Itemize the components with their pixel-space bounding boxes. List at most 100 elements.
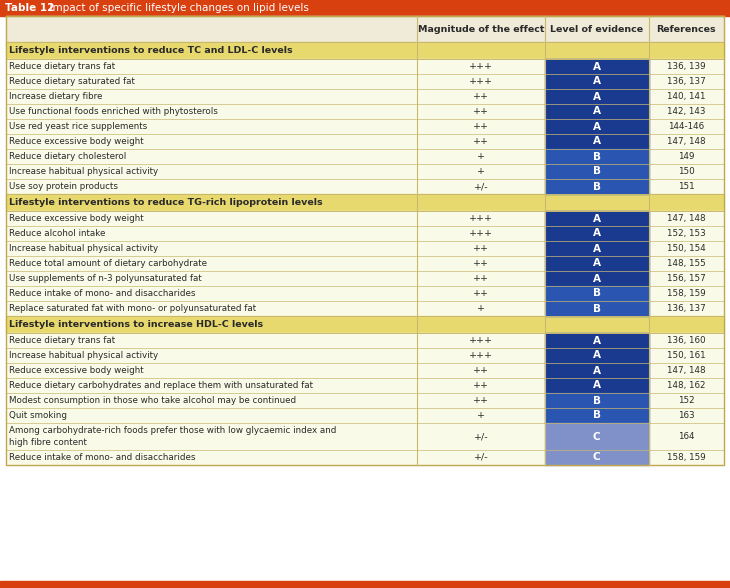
Text: ++: ++ bbox=[473, 137, 489, 146]
Bar bbox=[6, 59, 724, 74]
Text: ++: ++ bbox=[473, 289, 489, 298]
Bar bbox=[545, 74, 649, 89]
Text: Reduce total amount of dietary carbohydrate: Reduce total amount of dietary carbohydr… bbox=[9, 259, 207, 268]
Bar bbox=[545, 241, 649, 256]
Text: +++: +++ bbox=[469, 351, 493, 360]
Text: 152: 152 bbox=[678, 396, 695, 405]
Text: 136, 137: 136, 137 bbox=[667, 77, 706, 86]
Text: References: References bbox=[656, 25, 716, 34]
Bar bbox=[6, 149, 724, 164]
Text: Lifestyle interventions to reduce TG-rich lipoprotein levels: Lifestyle interventions to reduce TG-ric… bbox=[9, 198, 323, 207]
Bar bbox=[6, 194, 724, 211]
Bar bbox=[6, 104, 724, 119]
Text: 144-146: 144-146 bbox=[668, 122, 704, 131]
Text: +++: +++ bbox=[469, 229, 493, 238]
Text: +++: +++ bbox=[469, 77, 493, 86]
Bar bbox=[545, 450, 649, 465]
Text: 156, 157: 156, 157 bbox=[667, 274, 706, 283]
Text: B: B bbox=[593, 182, 601, 192]
Bar bbox=[545, 119, 649, 134]
Text: 147, 148: 147, 148 bbox=[667, 214, 706, 223]
Text: Lifestyle interventions to reduce TC and LDL-C levels: Lifestyle interventions to reduce TC and… bbox=[9, 46, 293, 55]
Text: Increase habitual physical activity: Increase habitual physical activity bbox=[9, 351, 158, 360]
Text: +++: +++ bbox=[469, 214, 493, 223]
Text: 142, 143: 142, 143 bbox=[667, 107, 706, 116]
Bar bbox=[6, 134, 724, 149]
Text: +/-: +/- bbox=[474, 182, 488, 191]
Text: 158, 159: 158, 159 bbox=[667, 453, 706, 462]
Bar bbox=[6, 89, 724, 104]
Text: Increase habitual physical activity: Increase habitual physical activity bbox=[9, 167, 158, 176]
Bar bbox=[6, 363, 724, 378]
Text: ++: ++ bbox=[473, 274, 489, 283]
Bar bbox=[545, 89, 649, 104]
Text: ++: ++ bbox=[473, 107, 489, 116]
Bar bbox=[545, 256, 649, 271]
Bar bbox=[6, 333, 724, 348]
Bar bbox=[6, 164, 724, 179]
Text: Reduce dietary trans fat: Reduce dietary trans fat bbox=[9, 62, 115, 71]
Text: A: A bbox=[593, 243, 601, 253]
Text: B: B bbox=[593, 410, 601, 420]
Text: ++: ++ bbox=[473, 396, 489, 405]
Bar bbox=[6, 119, 724, 134]
Bar bbox=[545, 423, 649, 450]
Text: Reduce dietary carbohydrates and replace them with unsaturated fat: Reduce dietary carbohydrates and replace… bbox=[9, 381, 313, 390]
Text: Increase habitual physical activity: Increase habitual physical activity bbox=[9, 244, 158, 253]
Bar bbox=[545, 211, 649, 226]
Text: 140, 141: 140, 141 bbox=[667, 92, 706, 101]
Text: 150: 150 bbox=[678, 167, 695, 176]
Bar bbox=[6, 393, 724, 408]
Bar bbox=[545, 378, 649, 393]
Text: A: A bbox=[593, 62, 601, 72]
Text: Replace saturated fat with mono- or polyunsaturated fat: Replace saturated fat with mono- or poly… bbox=[9, 304, 256, 313]
Text: 164: 164 bbox=[678, 432, 694, 441]
Bar bbox=[545, 164, 649, 179]
Text: Use functional foods enriched with phytosterols: Use functional foods enriched with phyto… bbox=[9, 107, 218, 116]
Bar bbox=[6, 316, 724, 333]
Text: A: A bbox=[593, 350, 601, 360]
Bar bbox=[545, 333, 649, 348]
Bar bbox=[545, 393, 649, 408]
Bar bbox=[6, 408, 724, 423]
Bar bbox=[6, 16, 724, 42]
Text: 163: 163 bbox=[678, 411, 695, 420]
Bar bbox=[545, 179, 649, 194]
Text: Reduce intake of mono- and disaccharides: Reduce intake of mono- and disaccharides bbox=[9, 453, 196, 462]
Text: +: + bbox=[477, 167, 485, 176]
Bar bbox=[6, 241, 724, 256]
Text: 147, 148: 147, 148 bbox=[667, 366, 706, 375]
Bar bbox=[545, 149, 649, 164]
Bar bbox=[6, 348, 724, 363]
Text: A: A bbox=[593, 273, 601, 283]
Text: ++: ++ bbox=[473, 366, 489, 375]
Text: Among carbohydrate-rich foods prefer those with low glycaemic index and
high fib: Among carbohydrate-rich foods prefer tho… bbox=[9, 426, 337, 447]
Text: 136, 137: 136, 137 bbox=[667, 304, 706, 313]
Text: C: C bbox=[593, 453, 600, 463]
Text: Use soy protein products: Use soy protein products bbox=[9, 182, 118, 191]
Bar bbox=[545, 348, 649, 363]
Bar bbox=[6, 271, 724, 286]
Text: +++: +++ bbox=[469, 62, 493, 71]
Text: Level of evidence: Level of evidence bbox=[550, 25, 643, 34]
Text: +: + bbox=[477, 411, 485, 420]
Text: Reduce excessive body weight: Reduce excessive body weight bbox=[9, 137, 144, 146]
Text: 151: 151 bbox=[678, 182, 695, 191]
Text: A: A bbox=[593, 380, 601, 390]
Text: A: A bbox=[593, 76, 601, 86]
Text: 150, 154: 150, 154 bbox=[667, 244, 706, 253]
Text: Reduce dietary trans fat: Reduce dietary trans fat bbox=[9, 336, 115, 345]
Text: B: B bbox=[593, 166, 601, 176]
Text: A: A bbox=[593, 122, 601, 132]
Text: Reduce alcohol intake: Reduce alcohol intake bbox=[9, 229, 105, 238]
Bar bbox=[545, 134, 649, 149]
Text: +/-: +/- bbox=[474, 432, 488, 441]
Text: A: A bbox=[593, 106, 601, 116]
Text: +: + bbox=[477, 152, 485, 161]
Text: Reduce excessive body weight: Reduce excessive body weight bbox=[9, 214, 144, 223]
Text: A: A bbox=[593, 336, 601, 346]
Text: Reduce dietary cholesterol: Reduce dietary cholesterol bbox=[9, 152, 126, 161]
Text: 152, 153: 152, 153 bbox=[667, 229, 706, 238]
Text: Reduce dietary saturated fat: Reduce dietary saturated fat bbox=[9, 77, 135, 86]
Text: B: B bbox=[593, 303, 601, 313]
